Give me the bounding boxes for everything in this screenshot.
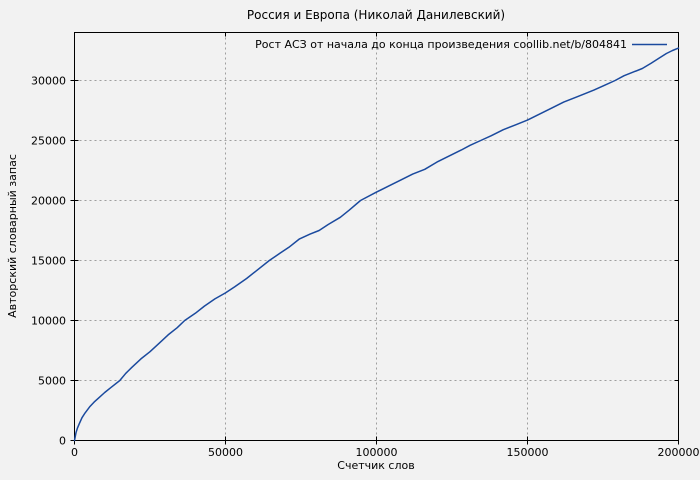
y-tick-label: 20000	[31, 195, 66, 208]
y-tick-label: 10000	[31, 315, 66, 328]
y-tick-label: 15000	[31, 255, 66, 268]
grid-layer	[74, 32, 679, 441]
x-tick-label: 0	[71, 446, 78, 459]
y-tick-label: 5000	[38, 375, 66, 388]
tick-layer	[70, 32, 679, 445]
tick-label-layer: 0 50000 100000 150000 200000 0 5000 10000 15000 2…	[31, 75, 700, 460]
x-axis-label: Счетчик слов	[337, 459, 414, 472]
x-tick-label: 150000	[507, 446, 549, 459]
legend-label: Рост АСЗ от начала до конца произведения…	[255, 38, 627, 51]
x-tick-label: 100000	[356, 446, 398, 459]
y-tick-label: 0	[59, 435, 66, 448]
x-tick-label: 200000	[658, 446, 700, 459]
y-tick-label: 30000	[31, 75, 66, 88]
series-line	[73, 47, 680, 442]
y-axis-label: Авторский словарный запас	[6, 154, 19, 318]
y-tick-label: 25000	[31, 135, 66, 148]
x-tick-label: 50000	[208, 446, 243, 459]
chart-title: Россия и Европа (Николай Данилевский)	[247, 8, 505, 22]
legend: Рост АСЗ от начала до конца произведения…	[255, 38, 667, 51]
